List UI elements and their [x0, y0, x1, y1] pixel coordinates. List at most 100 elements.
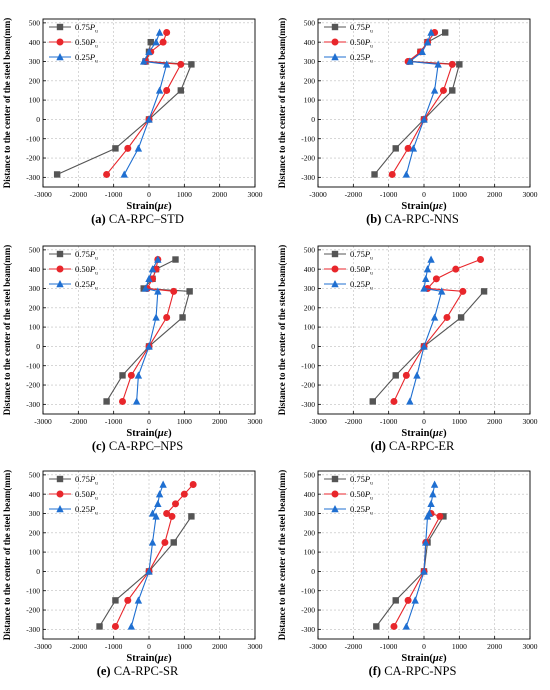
y-tick-label: 0: [311, 115, 315, 124]
data-point: [406, 397, 414, 405]
data-point: [179, 314, 186, 321]
data-point: [436, 512, 444, 520]
y-tick-label: 400: [304, 38, 316, 47]
legend-label: 0.75Pu: [350, 474, 373, 487]
y-tick-label: 400: [29, 490, 41, 499]
y-tick-label: 400: [29, 265, 41, 274]
x-tick-label: 3000: [523, 190, 538, 199]
data-point: [392, 145, 399, 152]
y-axis-label: Distance to the center of the steel beam…: [2, 18, 12, 189]
data-point: [120, 170, 128, 178]
x-tick-label: 2000: [487, 642, 502, 651]
legend-marker: [56, 280, 64, 288]
legend-label: 0.50Pu: [350, 37, 373, 50]
y-axis-label: Distance to the center of the steel beam…: [2, 470, 12, 641]
legend-marker: [331, 250, 339, 258]
x-tick-label: 0: [147, 642, 151, 651]
data-point: [430, 313, 439, 321]
y-tick-label: 300: [304, 284, 316, 293]
x-tick-label: -1000: [380, 417, 398, 426]
y-tick-label: 100: [304, 323, 316, 332]
data-point: [429, 490, 437, 498]
series-line-050Pu: [393, 512, 441, 627]
x-tick-label: 0: [147, 417, 151, 426]
data-point: [402, 371, 410, 379]
y-tick-label: -100: [301, 134, 315, 143]
chart-e: -3000 -2000 -1000 0 1000 2000 3000-300-200-100…: [2, 470, 263, 664]
data-point: [442, 29, 449, 36]
x-tick-label: -3000: [34, 642, 52, 651]
data-point: [189, 481, 197, 489]
data-point: [373, 623, 380, 630]
data-point: [404, 596, 412, 604]
y-tick-label: 200: [304, 528, 316, 537]
caption-a-text: CA-RPC–STD: [108, 212, 184, 226]
data-point: [440, 513, 447, 520]
data-point: [409, 144, 418, 152]
y-tick-label: 500: [29, 18, 41, 27]
x-tick-label: 1000: [177, 417, 192, 426]
series-line-075Pu: [374, 32, 461, 175]
caption-e-text: CA-RPC-SR: [113, 664, 179, 678]
y-tick-label: -200: [26, 154, 40, 163]
data-point: [422, 538, 430, 546]
x-axis-label: Strain(με): [126, 201, 172, 212]
x-tick-label: -2000: [70, 190, 88, 199]
data-point: [134, 144, 143, 152]
data-point: [177, 87, 184, 94]
data-point: [427, 255, 435, 263]
data-point: [124, 144, 132, 152]
data-point: [371, 171, 378, 178]
data-point: [392, 372, 399, 379]
caption-d-letter: (d): [370, 439, 386, 453]
data-point: [145, 567, 153, 575]
x-tick-label: -3000: [309, 190, 327, 199]
data-point: [147, 38, 154, 46]
x-tick-label: 2000: [212, 190, 227, 199]
x-tick-label: -2000: [70, 642, 88, 651]
caption-c-letter: (c): [91, 439, 106, 453]
x-tick-label: -2000: [70, 417, 88, 426]
x-tick-label: 0: [422, 190, 426, 199]
x-tick-label: 2000: [212, 642, 227, 651]
caption-e-letter: (e): [96, 664, 111, 678]
x-axis-label: Strain(με): [401, 653, 447, 664]
y-tick-label: 500: [29, 470, 41, 479]
y-tick-label: -200: [301, 154, 315, 163]
x-tick-label: -1000: [380, 190, 398, 199]
y-tick-label: -300: [26, 625, 40, 634]
data-point: [477, 256, 485, 264]
legend-marker: [56, 475, 64, 483]
data-point: [388, 170, 396, 178]
data-point: [132, 397, 141, 405]
data-point: [434, 60, 442, 68]
legend-marker: [331, 53, 339, 61]
y-tick-label: 200: [29, 528, 41, 537]
data-point: [402, 622, 411, 630]
x-axis-label: Strain(με): [126, 653, 172, 664]
data-point: [390, 397, 398, 405]
legend-marker: [56, 38, 64, 46]
x-tick-label: -3000: [309, 642, 327, 651]
series-line-050Pu: [114, 484, 194, 627]
y-tick-label: 100: [304, 96, 316, 105]
y-axis-label: Distance to the center of the steel beam…: [277, 470, 287, 641]
data-point: [443, 313, 451, 321]
chart-a: -3000 -2000 -1000 0 1000 2000 3000-300-200-100…: [2, 18, 263, 212]
y-tick-label: -300: [26, 173, 40, 182]
legend: 0.75Pu 0.50Pu 0.25Pu: [324, 22, 373, 65]
y-tick-label: 300: [29, 509, 41, 518]
y-tick-label: -100: [26, 586, 40, 595]
data-point: [155, 490, 164, 498]
y-tick-label: -100: [301, 586, 315, 595]
data-point: [154, 499, 162, 508]
caption-f-text: CA-RPC-NPS: [384, 664, 457, 678]
legend-marker: [56, 505, 64, 513]
legend-marker: [331, 38, 339, 46]
y-tick-label: -100: [301, 361, 315, 370]
data-point: [420, 567, 428, 575]
x-tick-label: -1000: [105, 642, 123, 651]
data-point: [404, 144, 412, 152]
